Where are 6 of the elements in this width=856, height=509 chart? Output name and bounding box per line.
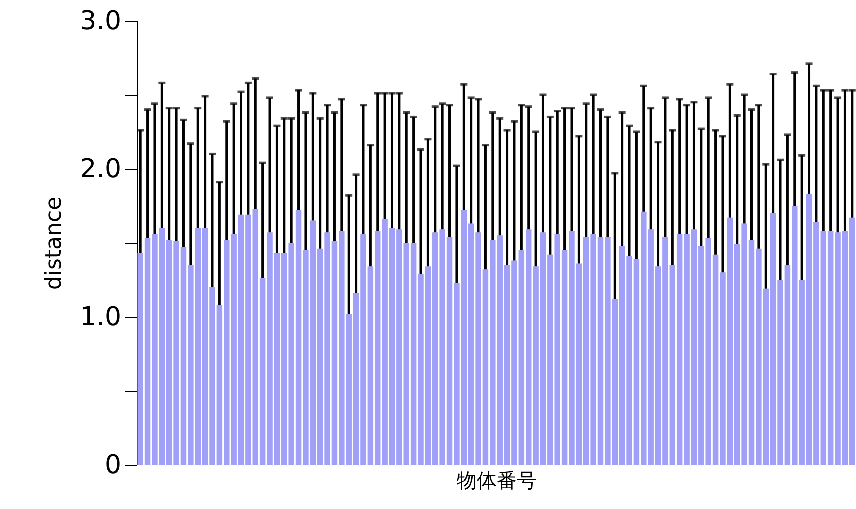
y-tick-label: 0 [104,450,122,480]
y-tick-label: 2.0 [80,154,122,184]
y-tick-label: 1.0 [80,302,122,332]
x-axis-title: 物体番号 [457,468,537,492]
y-axis-title: distance [42,196,68,290]
y-tick-label: 3.0 [80,6,122,36]
